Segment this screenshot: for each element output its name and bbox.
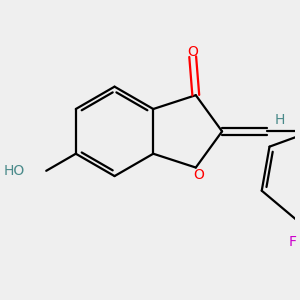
Text: H: H <box>275 113 285 127</box>
Text: O: O <box>194 168 204 182</box>
Text: O: O <box>187 45 198 59</box>
Text: F: F <box>289 235 297 248</box>
Text: HO: HO <box>3 164 25 178</box>
